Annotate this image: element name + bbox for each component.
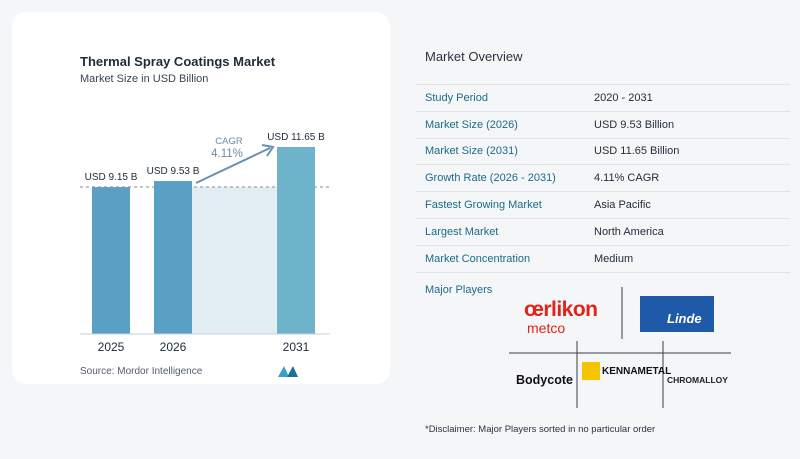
overview-label: Study Period [425, 91, 488, 104]
bar-value-label: USD 11.65 B [267, 132, 325, 143]
disclaimer: *Disclaimer: Major Players sorted in no … [425, 424, 656, 435]
overview-row: Study Period 2020 - 2031 [416, 84, 790, 112]
overview-label: Largest Market [425, 225, 499, 238]
cagr-shading [190, 187, 278, 334]
kennametal-logo-mark [582, 362, 600, 380]
kennametal-logo: KENNAMETAL [602, 366, 672, 377]
players-grid [509, 287, 731, 408]
overview-value: 4.11% CAGR [594, 172, 660, 185]
oerlikon-logo: œrlikon [524, 298, 598, 321]
overview-value: USD 11.65 Billion [594, 145, 680, 158]
cagr-arrow [195, 147, 271, 184]
mordor-logo-icon [278, 366, 298, 377]
cagr-label: CAGR [215, 136, 243, 147]
x-tick-label: 2031 [283, 340, 310, 354]
overview-value: Asia Pacific [594, 199, 651, 212]
bar-2026 [154, 181, 192, 334]
overview-label: Growth Rate (2026 - 2031) [425, 172, 556, 185]
overview-title: Market Overview [425, 49, 523, 64]
bar-chart: USD 9.15 B 2025 USD 9.53 B 2026 USD 11.65 B 2… [80, 132, 330, 354]
chart-title: Thermal Spray Coatings Market [80, 54, 276, 69]
overview-value: Medium [594, 252, 634, 265]
x-tick-label: 2026 [160, 340, 187, 354]
bar-2025 [92, 187, 130, 334]
linde-logo [640, 296, 714, 332]
source-text: Source: Mordor Intelligence [80, 366, 203, 377]
cagr-arrow-head [261, 144, 275, 157]
overview-row: Market Size (2031) USD 11.65 Billion [416, 138, 790, 165]
overview-row: Largest Market North America [416, 218, 790, 246]
metco-logo: metco [527, 320, 566, 336]
overview-row: Fastest Growing Market Asia Pacific [416, 192, 790, 219]
x-tick-label: 2025 [98, 340, 125, 354]
overview-row: Market Size (2026) USD 9.53 Billion [416, 111, 790, 139]
cagr-value: 4.11% [211, 148, 243, 160]
overview-row: Growth Rate (2026 - 2031) 4.11% CAGR [416, 165, 790, 192]
bar-value-label: USD 9.15 B [85, 172, 138, 183]
overview-table: Study Period 2020 - 2031 Market Size (2026… [416, 84, 790, 273]
overview-label: Fastest Growing Market [425, 199, 542, 212]
overview-label: Market Size (2026) [425, 118, 518, 131]
bodycote-logo: Bodycote [516, 373, 573, 387]
overview-row: Market Concentration Medium [416, 245, 790, 273]
chromalloy-logo: CHROMALLOY [667, 375, 728, 385]
overview-label: Market Concentration [425, 252, 531, 265]
overview-value: USD 9.53 Billion [594, 118, 675, 131]
overview-label: Market Size (2031) [425, 145, 518, 158]
chart-subtitle: Market Size in USD Billion [80, 73, 209, 85]
overview-value: North America [594, 225, 664, 238]
bar-2031 [277, 147, 315, 334]
players-title: Major Players [425, 284, 493, 296]
linde-logo-text: Linde [667, 311, 702, 326]
overview-value: 2020 - 2031 [594, 91, 653, 104]
bar-value-label: USD 9.53 B [147, 166, 200, 177]
